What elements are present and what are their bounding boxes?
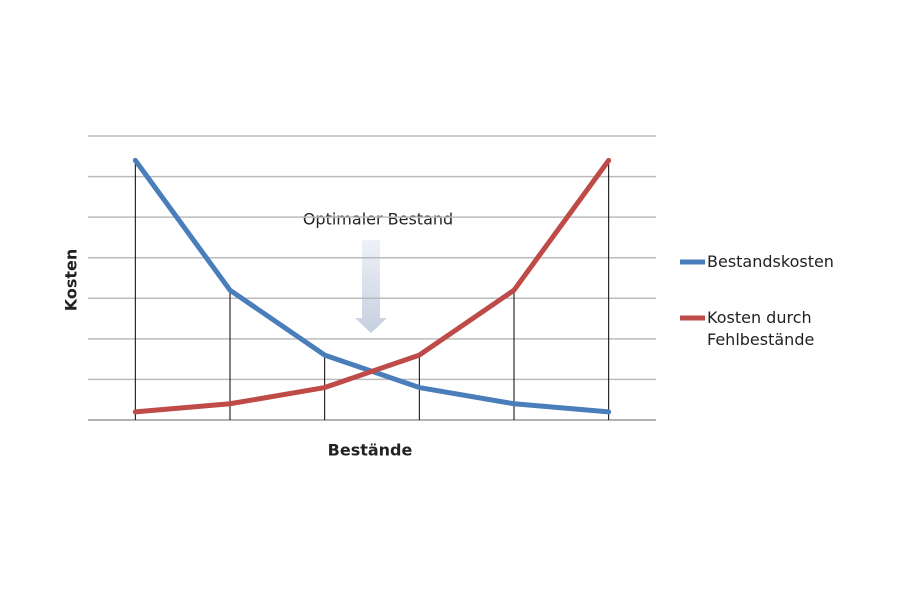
annotation-arrow bbox=[355, 240, 387, 333]
y-axis-label: Kosten bbox=[62, 249, 81, 312]
legend-label: Kosten durch Fehlbestände bbox=[707, 308, 815, 349]
series-line bbox=[132, 157, 612, 415]
annotation: Optimaler Bestand bbox=[303, 210, 453, 229]
legend-label: Bestandskosten bbox=[707, 252, 834, 271]
x-axis-label: Bestände bbox=[328, 441, 413, 460]
